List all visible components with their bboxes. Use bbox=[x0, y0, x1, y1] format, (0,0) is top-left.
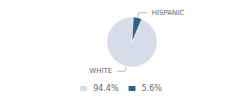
svg-text:WHITE: WHITE bbox=[89, 67, 112, 75]
svg-text:HISPANIC: HISPANIC bbox=[152, 9, 185, 17]
svg-text:94.4%: 94.4% bbox=[93, 84, 119, 93]
svg-text:5.6%: 5.6% bbox=[142, 84, 163, 93]
